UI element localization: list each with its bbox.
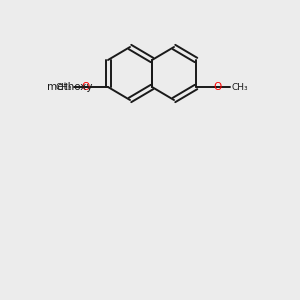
Text: methoxy: methoxy: [47, 82, 93, 92]
Text: CH₃: CH₃: [232, 82, 249, 91]
Text: O: O: [82, 82, 90, 92]
Text: O: O: [214, 82, 222, 92]
Text: CH₃: CH₃: [56, 82, 72, 91]
